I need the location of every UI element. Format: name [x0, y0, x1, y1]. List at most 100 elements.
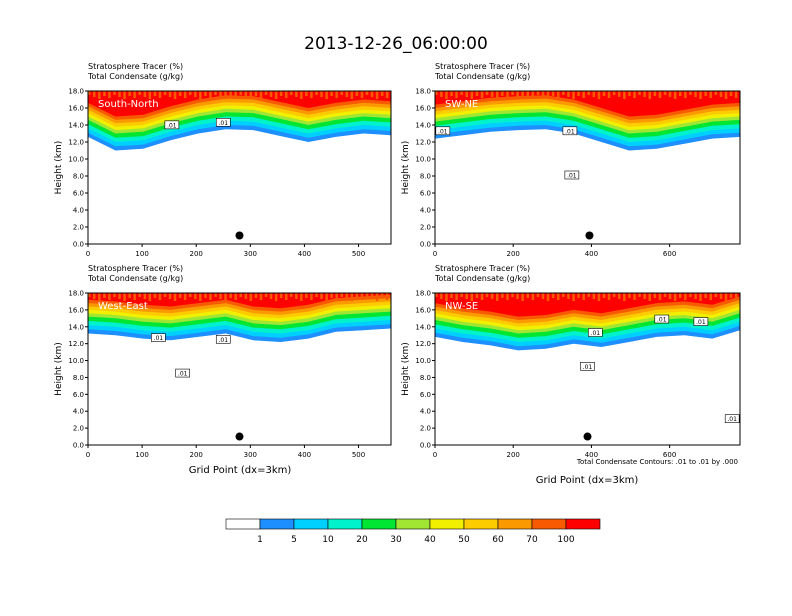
tracer-speckle	[350, 293, 354, 301]
tracer-speckle	[612, 293, 616, 297]
tracer-speckle	[224, 91, 227, 99]
tracer-speckle	[350, 91, 354, 99]
tracer-speckle	[490, 91, 494, 97]
tracer-speckle	[638, 91, 641, 95]
tracer-speckle	[551, 293, 555, 298]
tracer-speckle	[128, 293, 131, 298]
tracer-speckle	[310, 91, 313, 98]
tracer-speckle	[380, 293, 384, 298]
y-tick-label: 18.0	[415, 88, 431, 96]
tracer-speckle	[506, 91, 509, 98]
tracer-speckle	[194, 293, 197, 299]
contour-label: .01	[438, 128, 448, 135]
x-tick-label: 0	[86, 250, 90, 258]
colorbar-label: 70	[526, 535, 538, 545]
tracer-speckle	[375, 91, 379, 99]
y-tick-label: 14.0	[415, 323, 431, 331]
plot-frame	[434, 90, 741, 245]
x-tick-label: 600	[663, 451, 676, 459]
tracer-speckle	[173, 293, 177, 301]
tracer-speckle	[279, 293, 283, 298]
tracer-speckle	[516, 293, 519, 299]
contour-label-box	[580, 362, 595, 371]
tracer-speckle	[546, 293, 550, 301]
y-tick-label: 6.0	[420, 190, 431, 198]
tracer-speckle	[709, 293, 712, 300]
tracer-speckle	[699, 293, 702, 301]
contour-label-box	[564, 170, 580, 180]
tracer-speckle	[602, 293, 606, 298]
panel-nw-se: Stratosphere Tracer (%)Total Condensate …	[401, 264, 741, 459]
y-tick-label: 16.0	[415, 105, 431, 113]
tracer-speckle	[360, 91, 364, 98]
tracer-speckle	[592, 91, 596, 97]
tracer-speckle	[450, 91, 453, 96]
figure-title: 2013-12-26_06:00:00	[304, 34, 488, 54]
colorbar-swatch	[259, 518, 295, 530]
tracer-speckle	[480, 293, 484, 300]
tracer-speckle	[229, 91, 232, 96]
plot-frame	[87, 90, 392, 245]
tracer-speckle	[290, 293, 293, 297]
y-axis-label: Height (km)	[54, 141, 64, 195]
location-marker	[583, 432, 592, 441]
tracer-speckle	[689, 293, 692, 297]
tracer-speckle	[315, 91, 318, 95]
tracer-speckle	[475, 91, 479, 96]
tracer-speckle	[123, 91, 126, 99]
tracer-speckle	[158, 293, 162, 300]
tracer-speckle	[370, 91, 374, 97]
panel-label: NW-SE	[445, 301, 478, 312]
tracer-speckle	[183, 293, 187, 300]
y-tick-label: 4.0	[73, 408, 84, 416]
tracer-speckle	[178, 293, 182, 298]
tracer-speckle	[254, 91, 258, 96]
x-axis-label-right: Grid Point (dx=3km)	[536, 475, 639, 486]
tracer-speckle	[103, 293, 106, 298]
tracer-speckle	[460, 293, 463, 297]
colorbar-swatch	[225, 518, 261, 530]
tracer-speckle	[153, 91, 157, 96]
tracer-speckle	[365, 91, 369, 95]
tracer-band	[88, 293, 391, 309]
tracer-speckle	[673, 91, 677, 99]
tracer-speckle	[668, 293, 672, 299]
tracer-speckle	[123, 293, 126, 301]
contour-label-box	[693, 317, 709, 326]
tracer-speckle	[259, 91, 263, 98]
tracer-speckle	[239, 293, 242, 297]
y-tick-label: 12.0	[415, 340, 431, 348]
tracer-speckle	[612, 91, 616, 95]
contour-label: .01	[218, 337, 228, 344]
tracer-speckle	[345, 91, 349, 97]
tracer-speckle	[714, 91, 718, 95]
tracer-speckle	[214, 293, 217, 297]
y-axis-label: Height (km)	[401, 141, 411, 195]
panel-label: SW-NE	[445, 99, 478, 110]
tracer-speckle	[531, 293, 535, 300]
x-tick-label: 300	[244, 250, 257, 258]
tracer-speckle	[199, 91, 202, 99]
contour-label: .01	[696, 319, 706, 326]
location-marker	[235, 432, 244, 441]
tracer-speckle	[704, 293, 707, 298]
tracer-speckle	[325, 91, 328, 99]
heatmap-field	[88, 293, 391, 445]
tracer-speckle	[623, 91, 626, 99]
tracer-speckle	[355, 91, 359, 96]
tracer-speckle	[465, 293, 468, 299]
tracer-speckle	[335, 293, 338, 300]
tracer-speckle	[567, 91, 570, 97]
tracer-speckle	[163, 91, 167, 95]
colorbar-label: 5	[291, 535, 297, 545]
tracer-speckle	[264, 293, 268, 297]
tracer-speckle	[249, 91, 253, 99]
y-tick-label: 8.0	[420, 173, 431, 181]
tracer-speckle	[633, 91, 636, 98]
contour-label-box	[215, 334, 231, 344]
tracer-speckle	[88, 91, 91, 95]
tracer-speckle	[229, 293, 232, 298]
tracer-speckle	[572, 91, 575, 99]
tracer-speckle	[536, 293, 540, 297]
tracer-band	[88, 91, 391, 117]
